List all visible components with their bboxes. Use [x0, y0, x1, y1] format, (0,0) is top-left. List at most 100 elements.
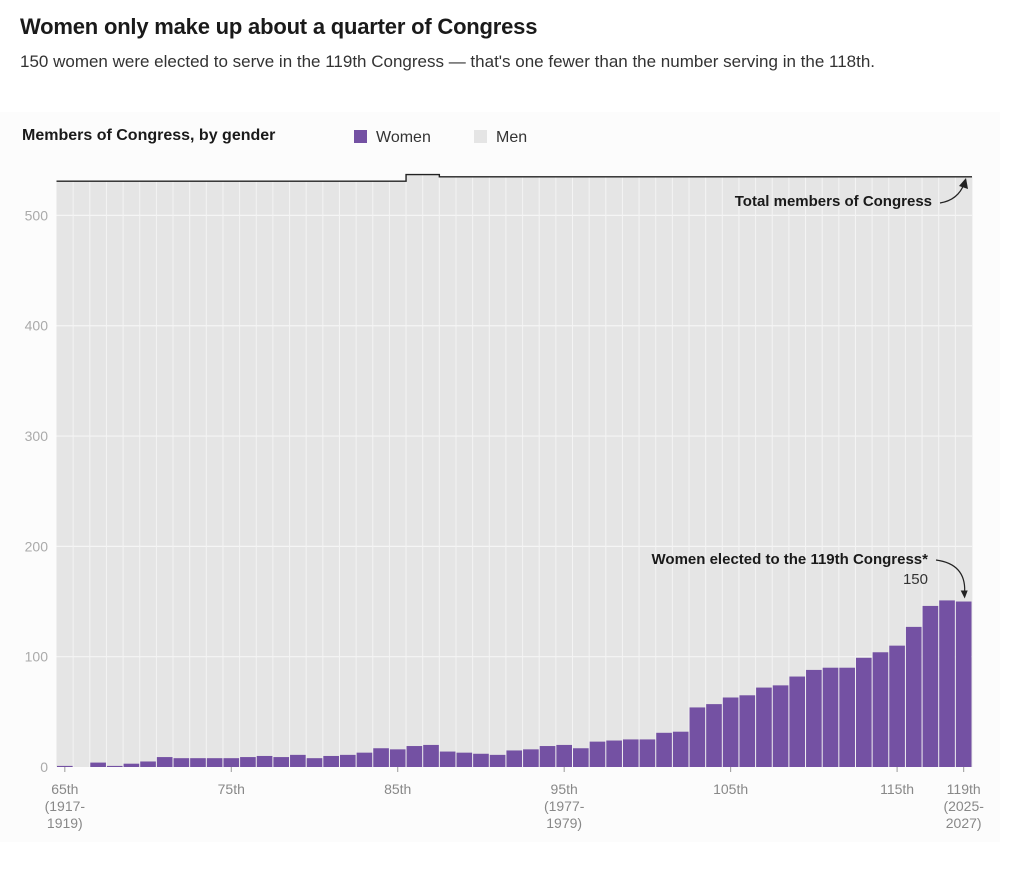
men-area-93rd [522, 176, 540, 768]
bar-women-118th [939, 600, 955, 767]
men-area-68th [106, 181, 124, 767]
bar-women-112th [839, 667, 855, 767]
bar-women-107th [756, 687, 772, 767]
bar-women-93rd [523, 749, 539, 767]
total-arrow-head [959, 178, 968, 189]
men-area-layer [56, 174, 973, 768]
women-119th-value: 150 [903, 571, 928, 588]
bar-women-111th [822, 667, 839, 767]
bar-women-69th [123, 763, 140, 767]
bar-women-116th [905, 626, 922, 767]
bar-women-76th [240, 757, 256, 767]
men-area-77th [256, 181, 274, 767]
legend-label-men: Men [496, 129, 528, 146]
bar-women-105th [722, 697, 739, 767]
bar-women-74th [206, 758, 223, 767]
total-line-layer [56, 173, 972, 182]
y-tick-label-100: 100 [25, 649, 49, 665]
bar-women-91st [489, 754, 506, 767]
bar-women-73rd [190, 758, 206, 767]
women-arrow-head [960, 590, 968, 599]
men-area-74th [206, 181, 224, 767]
y-axis: 0 100 200 300 400 500 [25, 207, 49, 775]
legend-swatch-women [354, 130, 367, 143]
men-area-113th [855, 176, 873, 768]
men-area-106th [738, 176, 757, 768]
men-area-100th [639, 176, 657, 768]
men-area-95th [555, 176, 573, 768]
men-area-96th [572, 176, 590, 768]
bar-separators [72, 174, 956, 767]
men-area-116th [905, 176, 923, 768]
men-area-102nd [672, 176, 690, 768]
men-area-110th [805, 176, 823, 768]
men-area-81st [322, 181, 340, 767]
bar-women-110th [806, 669, 822, 767]
page-subtitle: 150 women were elected to serve in the 1… [20, 52, 876, 71]
men-area-88th [439, 176, 457, 768]
x-axis: 65th (1917-1919) 75th 85th 95th (1977-1979) 10… [45, 767, 984, 831]
bar-women-72nd [173, 758, 190, 767]
men-area-104th [705, 176, 723, 768]
bar-women-78th [273, 757, 290, 767]
bar-women-68th [106, 765, 123, 767]
bar-women-90th [473, 753, 489, 767]
women-119th-label: Women elected to the 119th Congress* [652, 551, 929, 568]
men-area-114th [872, 176, 890, 768]
men-area-109th [788, 176, 806, 768]
bar-women-108th [772, 685, 789, 767]
bar-women-75th [223, 758, 240, 767]
bar-women-114th [872, 652, 889, 767]
bar-women-109th [789, 676, 806, 767]
bar-women-71st [156, 757, 173, 767]
men-area-108th [772, 176, 790, 768]
men-area-73rd [189, 181, 207, 767]
bar-women-113th [855, 657, 872, 767]
bar-women-104th [706, 704, 722, 767]
chart-title: Members of Congress, by gender [22, 127, 276, 144]
men-area-103rd [689, 176, 707, 768]
bar-women-99th [622, 739, 639, 767]
y-tick-label-300: 300 [25, 428, 49, 444]
bar-women-65th [57, 765, 73, 767]
men-area-83rd [356, 181, 374, 767]
bar-women-82nd [339, 754, 356, 767]
bar-women-101st [656, 732, 672, 767]
men-area-67th [89, 181, 107, 767]
annotations: Total members of Congress Women elected … [652, 178, 968, 599]
men-area-69th [123, 181, 141, 767]
men-area-76th [239, 181, 257, 767]
legend-swatch-men [474, 130, 487, 143]
bar-women-117th [922, 605, 939, 767]
bar-women-88th [439, 751, 456, 767]
bar-women-92nd [506, 750, 523, 767]
men-area-98th [605, 176, 623, 768]
men-area-91st [489, 176, 507, 768]
bar-women-95th [556, 744, 573, 767]
men-area-79th [289, 181, 307, 767]
men-area-86th [406, 174, 424, 767]
y-tick-label-500: 500 [25, 207, 49, 223]
x-tick-label-40: 105th [713, 781, 748, 797]
bar-women-98th [606, 740, 622, 767]
page-title: Women only make up about a quarter of Co… [20, 14, 538, 39]
men-area-90th [472, 176, 490, 768]
women-bars [57, 600, 972, 767]
men-area-70th [139, 181, 157, 767]
x-tick-label-20: 85th [384, 781, 411, 797]
men-area-101st [655, 176, 673, 768]
x-tick-label-10: 75th [218, 781, 245, 797]
bar-women-86th [406, 746, 423, 767]
men-area-94th [539, 176, 557, 768]
men-area-115th [888, 176, 906, 768]
bar-women-100th [639, 739, 656, 767]
men-area-78th [272, 181, 290, 767]
men-area-87th [422, 174, 440, 767]
men-area-99th [622, 176, 640, 768]
bar-women-83rd [356, 752, 373, 767]
bar-women-85th [389, 749, 406, 767]
bar-women-80th [306, 758, 323, 767]
bar-women-89th [456, 752, 473, 767]
bar-women-96th [573, 748, 589, 767]
